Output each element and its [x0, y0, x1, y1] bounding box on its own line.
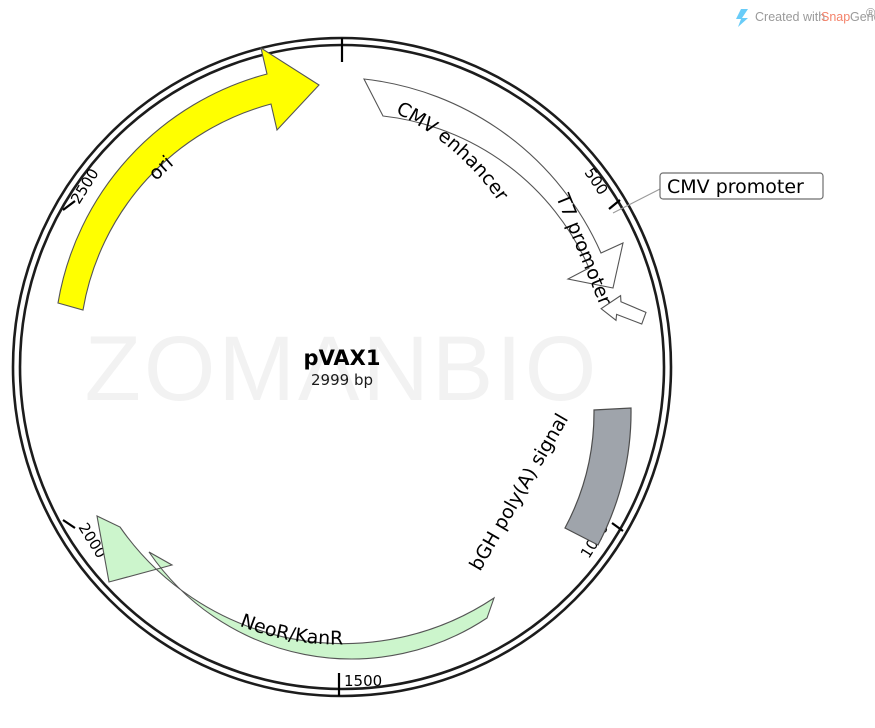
tick-mark-2500 [62, 200, 76, 211]
feature-bgh-polya-block[interactable] [564, 407, 632, 546]
tick-mark-500 [608, 199, 621, 210]
feature-t7-promoter-label: T7 promoter [551, 190, 616, 309]
feature-neor-kanr-arrow[interactable] [96, 515, 496, 660]
feature-bgh-polya-label: bGH poly(A) signal [465, 410, 573, 575]
credit-registered-mark: ® [866, 6, 875, 20]
feature-t7-promoter-arrow[interactable] [600, 294, 647, 325]
callout-cmv-promoter[interactable]: CMV promoter [612, 172, 824, 214]
feature-ori-arrow[interactable] [57, 46, 320, 311]
credit-brand-rest: Gene [850, 10, 875, 24]
snapgene-credit: Created with Snap Gene ® [736, 6, 875, 27]
plasmid-size: 2999 bp [311, 371, 373, 389]
callout-cmv-promoter-label: CMV promoter [667, 176, 804, 198]
tick-label-1500: 1500 [344, 672, 382, 690]
feature-t7-promoter[interactable]: T7 promoter [551, 190, 647, 325]
callout-cmv-promoter-box[interactable] [659, 172, 824, 200]
feature-neor-kanr-label-text: NeoR/KanR [238, 610, 344, 650]
plasmid-center-labels: pVAX1 2999 bp [304, 346, 381, 389]
feature-neor-kanr-label: NeoR/KanR [238, 610, 344, 650]
snapgene-logo-icon [736, 9, 748, 27]
callout-cmv-promoter-leader [612, 187, 663, 214]
feature-ori[interactable]: ori [57, 46, 320, 311]
tick-label-500: 500 [581, 164, 612, 198]
tick-mark-2000 [62, 519, 76, 529]
tick-mark-1000 [611, 522, 624, 532]
feature-cmv-enhancer-arrow[interactable] [363, 78, 624, 289]
credit-prefix-label: Created with [755, 10, 825, 24]
company-watermark: ZOMANBIO [85, 318, 600, 420]
credit-brand-highlight: Snap [821, 10, 850, 24]
plasmid-name: pVAX1 [304, 346, 381, 370]
